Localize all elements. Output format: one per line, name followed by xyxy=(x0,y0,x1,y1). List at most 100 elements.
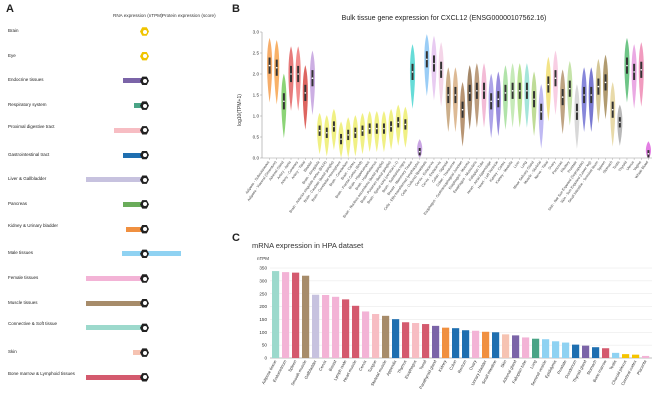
panel-label-b: B xyxy=(232,3,240,15)
bar xyxy=(372,314,380,358)
violin-median-dot xyxy=(468,92,471,94)
violin-median-dot xyxy=(340,138,342,140)
violin-median-dot xyxy=(333,125,335,128)
rna-expression-header: RNA expression (nTPM) xyxy=(113,13,163,18)
violin-median-dot xyxy=(640,69,643,71)
bar xyxy=(282,272,290,358)
bar xyxy=(342,299,350,358)
bar xyxy=(592,347,600,358)
endocrine-icon xyxy=(140,76,149,86)
violin-median-dot xyxy=(283,100,285,103)
violin-median-dot xyxy=(540,111,543,113)
stomach-icon xyxy=(140,126,149,135)
bar xyxy=(292,272,300,358)
violin-median-dot xyxy=(490,100,492,103)
bar xyxy=(362,311,370,358)
bar xyxy=(492,332,500,358)
bar xyxy=(392,319,400,358)
violin-median-dot xyxy=(361,129,364,132)
tissue-label: Connective & Soft tissue xyxy=(8,321,58,327)
bar xyxy=(422,324,430,358)
bar xyxy=(312,294,320,358)
bar-x-tick-label: Placenta xyxy=(636,358,648,375)
violin-x-tick-label: Lung xyxy=(520,160,528,169)
violin-median-dot xyxy=(383,127,385,130)
violin-median-dot xyxy=(590,94,593,96)
bar xyxy=(462,330,470,358)
violin-median-dot xyxy=(647,153,650,155)
bar-ylabel: nTPM xyxy=(257,256,269,261)
violin-x-tick-label: Stomach xyxy=(602,160,613,174)
rna-expression-bar xyxy=(86,300,148,306)
bar-x-tick-label: Cervix xyxy=(318,359,328,372)
violin-y-tick-label: 1.0 xyxy=(253,114,260,119)
bar xyxy=(352,305,360,358)
bar xyxy=(322,295,330,358)
bar-x-tick-label: Cervix xyxy=(358,359,368,372)
bar xyxy=(302,275,310,358)
skin-icon xyxy=(140,348,149,357)
bar-title: mRNA expression in HPA dataset xyxy=(252,241,364,250)
violin-median-dot xyxy=(561,96,564,98)
violin-median-dot xyxy=(354,132,357,134)
male-icon xyxy=(140,249,149,259)
violin-median-dot xyxy=(440,69,442,71)
tissue-label: Brain xyxy=(8,28,19,33)
violin-median-dot xyxy=(397,121,400,124)
tissue-label: Male tissues xyxy=(8,250,34,256)
violin-median-dot xyxy=(411,71,414,73)
bar xyxy=(602,348,610,358)
violin-median-dot xyxy=(426,58,428,61)
rna-expression-bar xyxy=(123,152,148,158)
violin-median-dot xyxy=(533,98,535,100)
rna-expression-bar xyxy=(86,374,148,380)
bar-x-tick-label: Kidney xyxy=(437,358,448,372)
tissue-label: Proximal digestive tract xyxy=(8,123,55,129)
muscle-icon xyxy=(140,298,149,308)
female-icon xyxy=(140,274,149,283)
bar xyxy=(452,328,460,358)
rna-expression-bar xyxy=(86,325,148,331)
violin-x-tick-label: Uterus xyxy=(626,160,635,171)
violin-median-dot xyxy=(433,62,435,65)
violin-median-dot xyxy=(404,123,407,126)
bar-x-tick-label: Prostate xyxy=(556,358,568,374)
bar-y-tick-label: 50 xyxy=(262,343,268,348)
protein-expression-header: Protein expression (score) xyxy=(162,13,216,18)
rna-expression-bar xyxy=(86,177,148,183)
bar-y-tick-label: 100 xyxy=(259,330,267,335)
tissue-label: Gastrointestinal tract xyxy=(8,151,50,157)
violin-x-tick-label: Pituitary xyxy=(560,160,571,173)
bar xyxy=(632,354,640,358)
rna-expression-bar xyxy=(126,226,148,232)
bar xyxy=(472,330,480,358)
bar xyxy=(532,338,540,358)
rna-expression-bar xyxy=(122,251,181,257)
bar xyxy=(562,342,570,358)
tissue-label: Female tissues xyxy=(8,275,39,280)
tissue-label: Muscle tissues xyxy=(8,299,38,305)
bar-x-tick-label: Colon xyxy=(448,358,458,370)
violin-median-dot xyxy=(483,90,485,92)
violin-median-dot xyxy=(626,64,628,67)
violin-x-tick-label: Ovary xyxy=(548,160,557,170)
bar-x-tick-label: Lung xyxy=(529,358,538,369)
violin-x-tick-label: Thyroid xyxy=(618,160,628,172)
tissue-label: Skin xyxy=(8,349,17,355)
violin-median-dot xyxy=(325,132,328,134)
violin-median-dot xyxy=(619,121,621,124)
violin-median-dot xyxy=(454,94,457,96)
violin-y-tick-label: 2.5 xyxy=(253,51,260,56)
violin-median-dot xyxy=(504,92,507,94)
bar-y-tick-label: 0 xyxy=(264,356,267,361)
bar xyxy=(442,327,450,358)
violin-ylabel: log10(TPM+1) xyxy=(237,94,243,126)
bar xyxy=(642,355,650,358)
violin-median-dot xyxy=(368,127,371,130)
violin-median-dot xyxy=(597,85,600,88)
violin-y-tick-label: 1.5 xyxy=(253,93,260,98)
tissue-label: Eye xyxy=(8,52,16,58)
violin-median-dot xyxy=(418,150,421,153)
violin-median-dot xyxy=(311,77,314,79)
violin-median-dot xyxy=(554,77,557,79)
